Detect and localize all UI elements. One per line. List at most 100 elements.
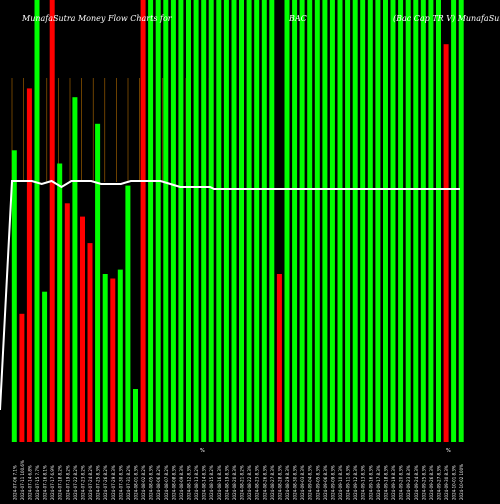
x-tick-label: 2024-09-04 8.3%	[308, 465, 313, 500]
x-tick-label: 2024-07-15 7.7%	[35, 465, 40, 500]
bar	[163, 0, 169, 442]
bar	[345, 0, 351, 442]
bar	[155, 0, 161, 442]
bar	[398, 0, 404, 442]
x-tick-label: 2024-07-19 8.2%	[65, 465, 70, 500]
bar	[34, 0, 40, 442]
bar	[72, 97, 78, 442]
bar	[193, 0, 199, 442]
bar	[269, 0, 275, 442]
bar	[87, 243, 93, 442]
x-tick-label: 2024-09-05 8.3%	[315, 465, 320, 500]
x-tick-label: 2024-08-21 8.2%	[240, 465, 245, 500]
bar	[231, 0, 237, 442]
x-tick-label: 2024-09-25 8.3%	[421, 465, 426, 500]
x-tick-label: 2024-07-14 6.8%	[27, 465, 32, 500]
bar	[284, 0, 290, 442]
x-tick-label: 2024-08-20 8.3%	[232, 465, 237, 500]
x-tick-label: 2024-09-30 8.3%	[444, 465, 449, 500]
bar	[420, 0, 426, 442]
x-tick-label: 2024-10-01 8.3%	[452, 465, 457, 500]
bar	[11, 150, 17, 443]
bar	[352, 0, 358, 442]
bar	[329, 0, 335, 442]
bar	[102, 274, 108, 442]
x-tick-label: 2024-07-29 8.3%	[111, 465, 116, 500]
x-tick-label: 2024-07-30 8.3%	[118, 465, 123, 500]
x-tick-label: 2024-08-02 8.2%	[141, 465, 146, 500]
x-tick-label: 2024-09-23 8.3%	[406, 465, 411, 500]
bar	[133, 389, 138, 442]
bar	[117, 269, 123, 442]
x-tick-label: 2024-09-24 8.3%	[414, 465, 419, 500]
x-tick-label: 2024-08-08 8.3%	[171, 465, 176, 500]
bar	[383, 0, 388, 442]
bar	[208, 0, 214, 442]
bar	[64, 203, 70, 442]
bar	[360, 0, 366, 442]
x-tick-label: 2024-09-17 8.3%	[376, 465, 381, 500]
x-tick-label: 2024-09-10 8.3%	[338, 465, 343, 500]
bar	[307, 0, 313, 442]
bar	[170, 0, 176, 442]
bar	[148, 0, 154, 442]
x-tick-label: 2024-09-06 8.3%	[323, 465, 328, 500]
x-tick-label: 2024-08-09 8.3%	[179, 465, 184, 500]
bar	[299, 0, 305, 442]
chart-title-right: (Bac Cap TR V) MunafaSutra	[393, 14, 500, 23]
x-tick-label: 2024-09-09 8.3%	[330, 465, 335, 500]
x-tick-label: 2024-09-03 8.3%	[300, 465, 305, 500]
bar	[428, 0, 434, 442]
bar	[413, 0, 419, 442]
bar	[337, 0, 343, 442]
bar	[80, 216, 85, 442]
bar	[42, 291, 48, 442]
x-tick-label: 2024-08-12 8.3%	[187, 465, 192, 500]
bar	[451, 0, 457, 442]
x-tick-label: 2024-10-02 100%	[459, 464, 464, 500]
x-tick-label: 2024-08-14 8.3%	[202, 465, 207, 500]
x-tick-label: 2024-07-16 8.1%	[43, 465, 48, 500]
x-tick-label: 2024-09-12 8.3%	[353, 465, 358, 500]
x-tick-label: 2024-07-26 8.2%	[103, 465, 108, 500]
bar	[405, 0, 411, 442]
bar	[458, 0, 464, 442]
x-tick-label: 2024-07-06 7.1%	[12, 465, 17, 500]
chart-title-left: MunafaSutra Money Flow Charts for	[22, 14, 172, 23]
bar	[276, 274, 282, 442]
x-tick-label: 2024-08-06 8.2%	[156, 465, 161, 500]
x-tick-label: 2024-09-20 8.3%	[399, 465, 404, 500]
bar	[95, 123, 101, 443]
x-tick-label: 2024-08-15 8.2%	[209, 465, 214, 500]
x-tick-label: 2024-07-31 8.2%	[126, 465, 131, 500]
bar	[443, 44, 449, 442]
x-tick-label: 2024-08-05 8.3%	[149, 465, 154, 500]
x-tick-label: 2024-08-07 8.2%	[164, 465, 169, 500]
bar	[186, 0, 191, 442]
bar	[254, 0, 260, 442]
x-tick-label: 2024-07-25 8.3%	[96, 465, 101, 500]
x-tick-label: 2024-08-23 8.3%	[255, 465, 260, 500]
bar	[201, 0, 207, 442]
chart-title-ticker: BAC	[289, 14, 307, 23]
x-tick-label: 2024-08-19 8.3%	[224, 465, 229, 500]
x-tick-label: 2024-09-13 8.3%	[361, 465, 366, 500]
x-tick-label: 2024-08-26 8.3%	[262, 465, 267, 500]
bar	[246, 0, 252, 442]
x-tick-label: 2024-08-29 8.3%	[285, 465, 290, 500]
x-tick-label: 2024-08-16 8.3%	[217, 465, 222, 500]
bar	[292, 0, 298, 442]
bar	[125, 185, 131, 442]
x-tick-label: 2024-09-18 8.3%	[384, 465, 389, 500]
money-flow-line	[0, 179, 460, 411]
bar	[322, 0, 328, 442]
bar	[110, 278, 116, 442]
marker-label: %	[446, 448, 451, 454]
bar	[19, 313, 25, 442]
x-tick-label: 2024-08-28 8.3%	[277, 465, 282, 500]
bar	[140, 0, 146, 442]
x-tick-label: 2024-09-11 8.3%	[346, 465, 351, 500]
bar	[49, 0, 55, 442]
